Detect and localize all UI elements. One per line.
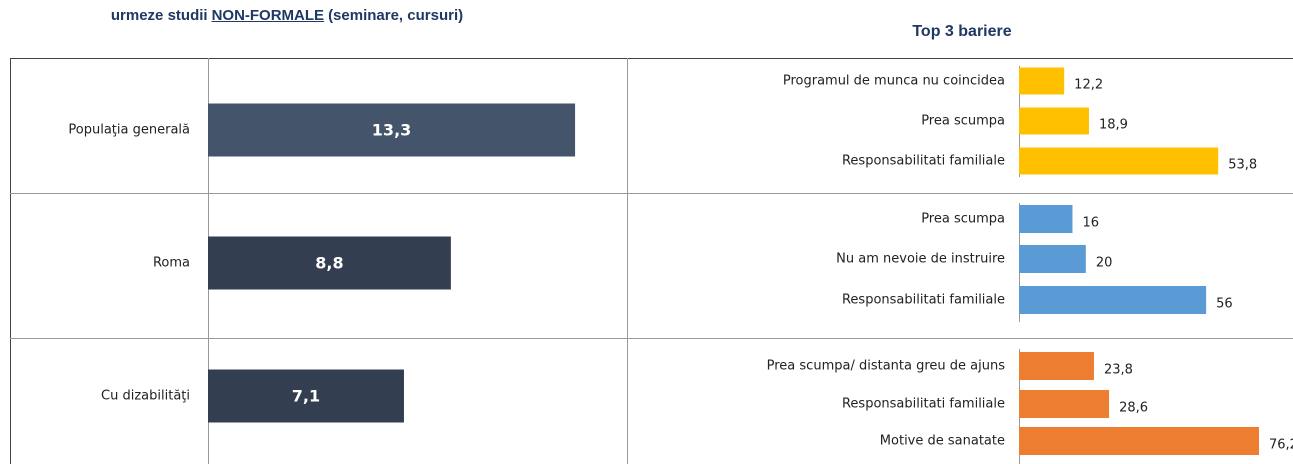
category-label: Responsabilitati familiale: [842, 397, 1005, 412]
bar: [1019, 427, 1259, 455]
value-label: 8,8: [315, 254, 343, 273]
value-label: 7,1: [292, 387, 320, 406]
title-part: (seminare, cursuri): [328, 7, 464, 24]
value-label: 56: [1216, 297, 1233, 312]
category-label: Populaţia generală: [68, 123, 190, 138]
title-part: NON-FORMALE: [211, 7, 325, 24]
bar: [1019, 286, 1207, 314]
category-label: Programul de munca nu coincidea: [783, 74, 1005, 89]
bar: [1019, 352, 1094, 380]
bar: [1019, 245, 1086, 273]
category-label: Responsabilitati familiale: [842, 154, 1005, 169]
bar: [1019, 107, 1089, 135]
category-label: Motive de sanatate: [880, 434, 1005, 449]
right-title: Top 3 bariere: [912, 23, 1012, 40]
category-label: Prea scumpa: [921, 114, 1005, 129]
bar: [1019, 205, 1073, 233]
value-label: 28,6: [1119, 401, 1148, 416]
bar: [208, 236, 451, 290]
value-label: 13,3: [372, 121, 411, 140]
frame: [10, 58, 1293, 464]
bar: [1019, 147, 1219, 175]
category-label: Prea scumpa: [921, 212, 1005, 227]
category-label: Roma: [153, 256, 190, 271]
value-label: 18,9: [1099, 118, 1128, 133]
value-label: 23,8: [1104, 363, 1133, 378]
value-label: 16: [1082, 216, 1099, 231]
bar: [1019, 390, 1110, 418]
bar: [208, 369, 404, 423]
category-label: Cu dizabilităţi: [101, 389, 190, 404]
title-part: urmeze studii: [110, 7, 208, 24]
category-label: Responsabilitati familiale: [842, 293, 1005, 308]
value-label: 12,2: [1074, 78, 1103, 93]
bar: [208, 103, 576, 157]
value-label: 20: [1096, 256, 1113, 271]
value-label: 76,2: [1269, 438, 1293, 453]
value-label: 53,8: [1228, 158, 1257, 173]
bar: [1019, 67, 1065, 95]
category-label: Nu am nevoie de instruire: [836, 252, 1005, 267]
title: urmeze studii NON-FORMALE (seminare, cursu…: [0, 7, 574, 24]
category-label: Prea scumpa/ distanta greu de ajuns: [767, 359, 1006, 374]
